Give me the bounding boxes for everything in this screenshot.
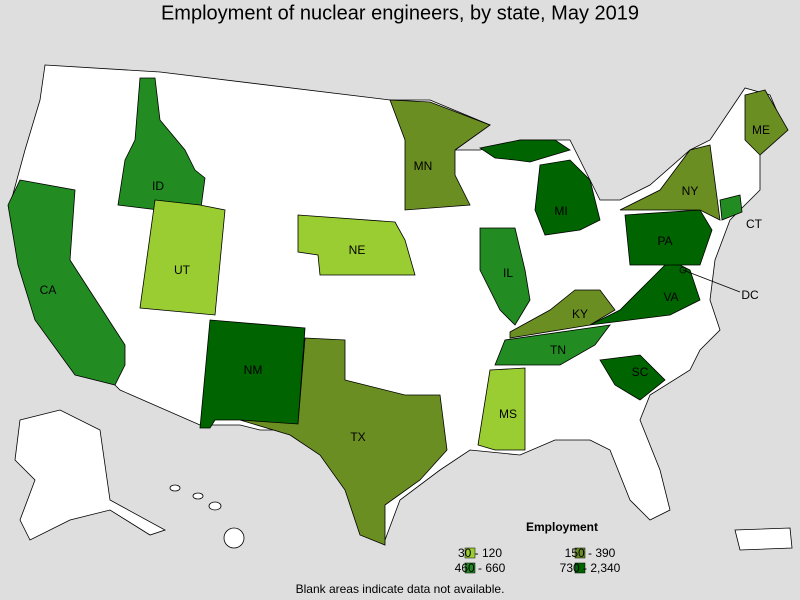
state-label: ME <box>752 123 770 137</box>
alaska <box>14 409 166 541</box>
state <box>297 214 416 276</box>
state-label: SC <box>632 365 649 379</box>
legend-swatch <box>464 547 476 559</box>
state-label: MN <box>414 159 433 173</box>
state-label: NE <box>349 243 366 257</box>
state-label: NY <box>682 184 699 198</box>
state-label: TX <box>350 430 365 444</box>
state <box>7 179 126 386</box>
legend-title: Employment <box>526 520 598 534</box>
state-label: CT <box>746 217 763 231</box>
state <box>744 89 789 156</box>
state-label: IL <box>503 266 513 280</box>
legend-label: 30 - 120 <box>458 546 502 560</box>
state <box>719 194 743 221</box>
state <box>599 354 666 401</box>
state-label: ID <box>152 179 164 193</box>
state <box>117 77 206 216</box>
state-label: VA <box>663 290 678 304</box>
map-title: Employment of nuclear engineers, by stat… <box>161 2 639 24</box>
state <box>509 289 616 339</box>
legend-label: 730 - 2,340 <box>560 561 621 575</box>
state <box>624 209 713 266</box>
state <box>199 319 306 429</box>
legend-label: 150 - 390 <box>565 546 616 560</box>
state-label: KY <box>572 307 588 321</box>
state-label: PA <box>657 234 672 248</box>
legend-swatch <box>574 562 586 574</box>
state-label: MI <box>554 204 567 218</box>
state-label: MS <box>499 407 517 421</box>
state <box>478 139 601 236</box>
state-label: UT <box>174 263 191 277</box>
state <box>139 199 226 316</box>
state <box>477 367 526 451</box>
state <box>494 324 611 366</box>
state-label: CA <box>40 283 57 297</box>
dc-leader <box>682 269 741 293</box>
legend-label: 460 - 660 <box>455 561 506 575</box>
note: Blank areas indicate data not available. <box>296 582 505 596</box>
state <box>389 99 491 211</box>
state-label: TN <box>550 343 566 357</box>
puerto-rico <box>734 527 793 551</box>
legend: 30 - 120 150 - 390 460 - 660 730 - 2,340 <box>455 546 621 575</box>
state <box>619 144 721 221</box>
state <box>239 337 448 546</box>
state-label: DC <box>741 288 759 302</box>
legend-swatch <box>574 547 586 559</box>
legend-swatch <box>464 562 476 574</box>
state-label: NM <box>244 363 263 377</box>
hawaii <box>169 484 245 549</box>
state <box>479 227 531 326</box>
